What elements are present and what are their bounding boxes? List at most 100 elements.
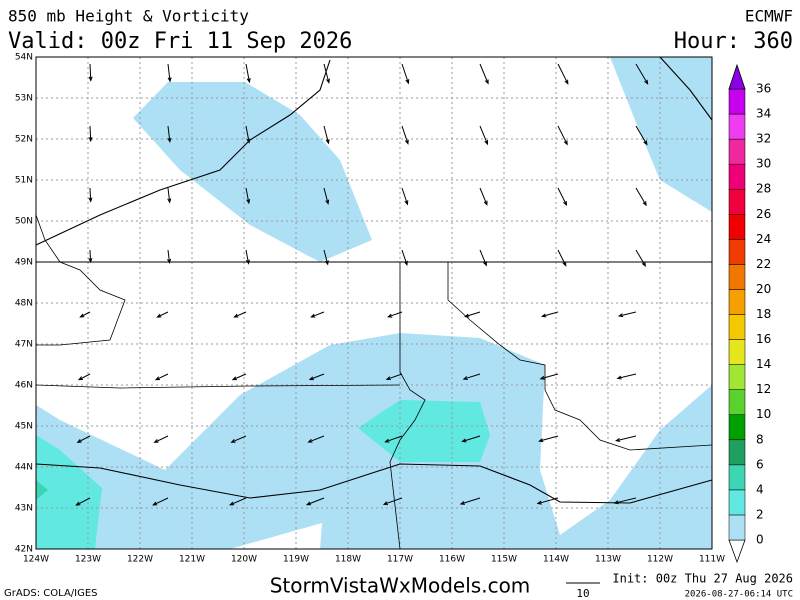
- wind-arrow: [167, 63, 172, 83]
- colorbar-label: 32: [756, 132, 771, 146]
- wind-arrow: [305, 497, 325, 506]
- wind-arrow: [323, 249, 329, 266]
- lat-label: 50N: [15, 217, 33, 227]
- colorbar-top-triangle: [728, 63, 746, 90]
- colorbar-label: 10: [756, 407, 771, 421]
- colorbar-label: 24: [756, 232, 771, 246]
- colorbar-segment: [728, 188, 746, 215]
- wind-arrow: [76, 435, 91, 443]
- colorbar-segment: [728, 163, 746, 190]
- wind-arrow: [557, 187, 568, 207]
- colorbar-segment: [728, 364, 746, 390]
- colorbar-label: 8: [756, 432, 764, 446]
- wind-arrow: [88, 187, 93, 203]
- vorticity-area: [36, 435, 102, 549]
- wind-arrow: [401, 249, 408, 267]
- colorbar-label: 16: [756, 332, 771, 346]
- colorbar-segment: [728, 264, 746, 290]
- lon-label: 114W: [543, 555, 569, 565]
- wind-arrow: [310, 311, 325, 318]
- lon-label: 113W: [595, 555, 621, 565]
- lon-label: 123W: [75, 555, 101, 565]
- wind-arrow: [635, 249, 646, 267]
- colorbar-label: 14: [756, 357, 771, 371]
- wind-arrow: [479, 125, 489, 146]
- lon-label: 121W: [179, 555, 205, 565]
- contour: [659, 56, 713, 121]
- colorbar-segment: [728, 389, 746, 415]
- wind-arrow: [536, 497, 559, 505]
- wind-arrow: [79, 311, 91, 318]
- wind-arrow: [401, 63, 410, 85]
- wind-arrow: [245, 63, 251, 84]
- colorbar-label: 28: [756, 182, 771, 196]
- wind-arrow: [153, 435, 169, 443]
- vorticity-area: [610, 57, 712, 212]
- lon-label: 112W: [647, 555, 673, 565]
- wind-arrow: [384, 435, 403, 443]
- lat-label: 51N: [15, 176, 33, 186]
- wind-arrow: [464, 311, 481, 318]
- map-area: 54N53N52N51N50N49N48N47N46N45N44N43N42N …: [15, 53, 725, 565]
- wind-arrow: [557, 125, 568, 146]
- shading: [36, 57, 712, 549]
- vorticity-area: [133, 82, 372, 262]
- wind-arrow: [88, 249, 93, 264]
- wind-arrow: [245, 249, 250, 265]
- lat-label: 45N: [15, 422, 33, 432]
- lat-label: 53N: [15, 94, 33, 104]
- lat-label: 54N: [15, 53, 33, 63]
- wind-arrow: [401, 187, 409, 206]
- wind-arrow: [156, 311, 169, 318]
- wind-arrow: [152, 497, 169, 506]
- vorticity-area: [36, 480, 48, 500]
- model-name: ECMWF: [745, 7, 793, 26]
- lon-label: 118W: [335, 555, 361, 565]
- colorbar-label: 22: [756, 257, 771, 271]
- wind-vectors: [75, 63, 649, 506]
- lat-label: 48N: [15, 299, 33, 309]
- lat-label: 43N: [15, 504, 33, 514]
- border: [35, 384, 401, 389]
- lat-label: 49N: [15, 258, 33, 268]
- wind-arrow: [401, 125, 409, 145]
- wind-arrow: [154, 373, 169, 381]
- colorbar-label: 20: [756, 282, 771, 296]
- colorbar-label: 36: [756, 82, 771, 96]
- wind-arrow: [228, 497, 247, 506]
- wind-arrow: [231, 373, 247, 381]
- wind-arrow: [75, 497, 91, 506]
- wind-arrow: [233, 311, 247, 318]
- longitude-labels: 124W 123W 122W 121W 120W 119W 118W 117W 116W 115W…: [23, 555, 725, 565]
- wind-arrow: [614, 435, 637, 442]
- graticule: [36, 57, 712, 549]
- wind-arrow: [617, 311, 637, 318]
- colorbar-label: 34: [756, 107, 771, 121]
- wind-arrow: [88, 63, 93, 82]
- wind-arrow: [479, 63, 489, 85]
- colorbar-label: 18: [756, 307, 771, 321]
- colorbar-label: 0: [756, 533, 764, 547]
- lat-label: 44N: [15, 463, 33, 473]
- lon-label: 119W: [283, 555, 309, 565]
- lon-label: 122W: [127, 555, 153, 565]
- colorbar-segment: [728, 289, 746, 315]
- wind-arrow: [635, 125, 648, 146]
- wind-arrow: [323, 63, 330, 84]
- wind-arrow: [613, 497, 637, 505]
- colorbar-label: 30: [756, 157, 771, 171]
- wind-arrow: [479, 187, 488, 206]
- wind-arrow: [635, 187, 647, 207]
- wind-arrow: [323, 187, 330, 205]
- wind-arrow: [77, 373, 91, 381]
- colorbar-segment: [728, 214, 746, 240]
- contour: [35, 59, 331, 246]
- wind-arrow: [479, 249, 487, 267]
- colorbar-segment: [728, 439, 746, 466]
- vorticity-area: [36, 333, 712, 549]
- wind-arrow: [461, 435, 481, 443]
- contour: [35, 463, 713, 504]
- vorticity-area: [358, 400, 490, 462]
- wind-arrow: [635, 63, 649, 85]
